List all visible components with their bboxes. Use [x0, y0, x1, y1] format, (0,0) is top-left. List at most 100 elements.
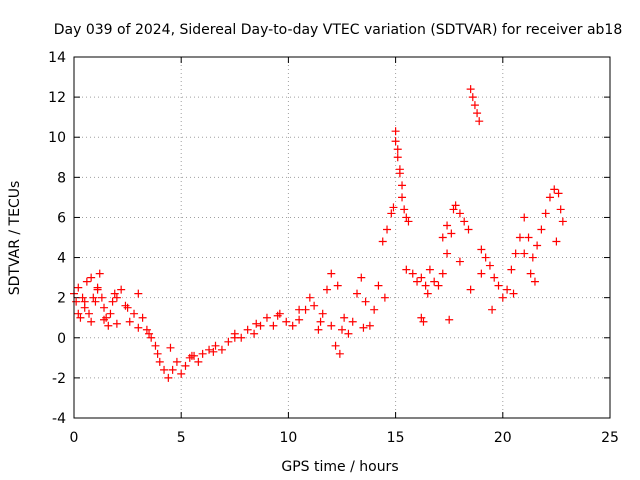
x-tick-label: 20	[494, 430, 512, 446]
data-point	[558, 217, 567, 226]
data-point	[318, 309, 327, 318]
data-point	[455, 257, 464, 266]
y-tick-label: 4	[57, 251, 66, 267]
data-point	[209, 347, 218, 356]
x-tick-label: 15	[387, 430, 405, 446]
data-point	[361, 297, 370, 306]
data-point	[95, 269, 104, 278]
data-point	[112, 319, 121, 328]
data-point	[443, 221, 452, 230]
data-point	[537, 225, 546, 234]
data-point	[275, 309, 284, 318]
data-point	[552, 237, 561, 246]
data-point	[76, 313, 85, 322]
data-point	[338, 325, 346, 334]
data-point	[262, 313, 271, 322]
data-point	[400, 205, 409, 214]
chart-title: Day 039 of 2024, Sidereal Day-to-day VTE…	[54, 22, 623, 38]
data-point	[123, 303, 132, 312]
data-point	[125, 317, 134, 326]
data-point	[82, 277, 91, 286]
y-tick-label: 12	[48, 90, 66, 106]
data-point	[515, 233, 524, 242]
data-point	[425, 265, 434, 274]
data-point	[511, 249, 520, 258]
data-point	[108, 297, 117, 306]
data-point	[393, 145, 402, 154]
data-point	[288, 321, 297, 330]
data-point	[155, 357, 164, 366]
data-point	[217, 345, 226, 354]
data-point	[359, 323, 368, 332]
data-point	[181, 361, 190, 370]
data-point	[370, 305, 379, 314]
x-tick-label: 0	[70, 430, 79, 446]
data-point	[402, 213, 411, 222]
data-point	[333, 281, 342, 290]
data-point	[198, 349, 207, 358]
x-tick-label: 5	[177, 430, 186, 446]
data-point	[348, 317, 357, 326]
y-tick-label: -4	[52, 411, 66, 427]
y-tick-label: 6	[57, 210, 66, 226]
data-point	[168, 365, 177, 374]
data-point	[455, 209, 464, 218]
data-point	[87, 273, 96, 282]
data-point	[509, 289, 518, 298]
data-point	[138, 313, 147, 322]
data-point	[185, 353, 194, 362]
data-point	[211, 341, 220, 350]
data-point	[421, 281, 430, 290]
data-point	[295, 305, 304, 314]
data-point	[340, 313, 349, 322]
data-point	[252, 319, 261, 328]
data-point	[404, 217, 413, 226]
data-point	[498, 293, 507, 302]
data-point	[533, 241, 542, 250]
data-point	[503, 285, 512, 294]
data-point	[477, 245, 486, 254]
data-point	[151, 341, 160, 350]
data-point	[541, 209, 550, 218]
y-tick-label: -2	[52, 371, 66, 387]
data-point	[398, 181, 407, 190]
data-point	[100, 303, 109, 312]
data-point	[477, 269, 486, 278]
data-point	[434, 281, 443, 290]
data-point	[282, 317, 291, 326]
data-point	[402, 265, 411, 274]
data-point	[269, 321, 278, 330]
data-point	[445, 315, 454, 324]
data-point	[393, 153, 402, 162]
data-point	[145, 329, 154, 338]
data-point	[556, 205, 565, 214]
data-point	[419, 317, 428, 326]
data-point	[74, 309, 83, 318]
data-point	[230, 333, 239, 342]
data-point	[460, 217, 469, 226]
data-point	[395, 165, 404, 174]
data-point	[327, 269, 336, 278]
data-point	[104, 321, 113, 330]
y-tick-label: 8	[57, 170, 66, 186]
data-point	[470, 101, 479, 110]
data-point	[378, 237, 387, 246]
data-point	[97, 293, 106, 302]
data-point	[142, 325, 151, 334]
data-point	[106, 309, 115, 318]
data-point	[464, 225, 473, 234]
data-point	[380, 293, 389, 302]
data-point	[417, 313, 426, 322]
grid-lines	[74, 57, 610, 418]
data-point	[389, 203, 398, 212]
data-point	[164, 373, 173, 382]
data-point	[112, 293, 121, 302]
data-point	[554, 189, 563, 198]
data-point	[78, 293, 87, 302]
data-point	[408, 269, 417, 278]
data-point	[344, 329, 353, 338]
data-point	[117, 285, 126, 294]
data-point	[187, 351, 196, 360]
data-point	[530, 277, 539, 286]
